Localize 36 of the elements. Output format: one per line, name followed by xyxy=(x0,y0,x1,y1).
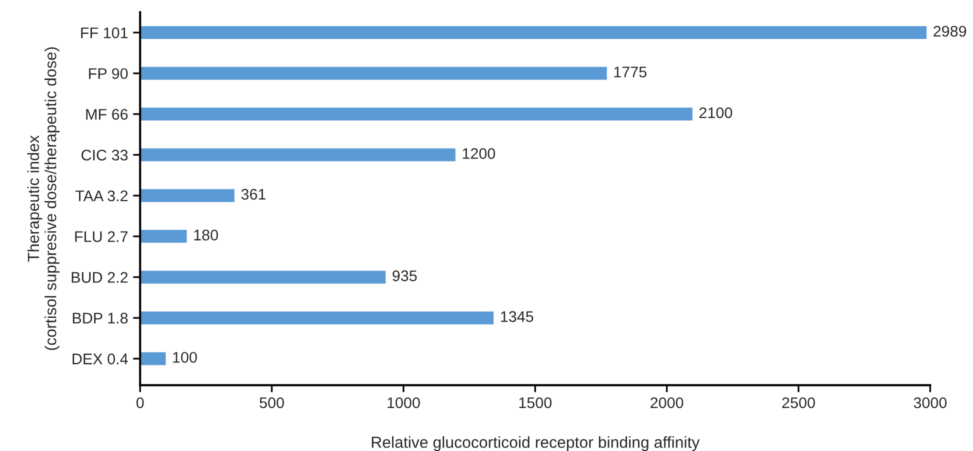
x-tick-label: 3000 xyxy=(914,397,947,408)
y-tick-label: FF 101 xyxy=(81,27,128,38)
x-tick-label: 1000 xyxy=(388,397,420,408)
y-tick-label: BUD 2.2 xyxy=(72,272,128,283)
x-tick-label: 1500 xyxy=(519,397,552,408)
bar xyxy=(140,310,496,326)
bar xyxy=(140,65,608,82)
bar xyxy=(140,147,457,163)
bar xyxy=(140,269,388,285)
data-label: 2989 xyxy=(934,26,966,37)
data-label: 2100 xyxy=(699,107,732,118)
data-label: 361 xyxy=(241,188,266,200)
bar xyxy=(140,106,694,122)
data-label: 1345 xyxy=(501,311,534,322)
y-tick-label: BDP 1.8 xyxy=(72,312,128,324)
data-label: 1200 xyxy=(462,148,496,159)
x-tick-label: 2000 xyxy=(650,397,684,408)
y-tick-label: DEX 0.4 xyxy=(72,354,128,364)
x-axis-title: Relative glucocorticoid receptor binding affinity xyxy=(372,436,700,451)
y-axis-title: Therapeutic index (cortisol suppresive dose/therapeutic dose) xyxy=(27,47,60,350)
bar xyxy=(140,24,928,40)
data-label: 180 xyxy=(194,230,218,240)
y-tick-label: FLU 2.7 xyxy=(75,231,128,242)
data-label: 1775 xyxy=(614,66,646,78)
bar xyxy=(140,228,188,244)
y-tick-label: TAA 3.2 xyxy=(75,190,128,202)
data-label: 100 xyxy=(173,352,197,363)
y-tick-label: CIC 33 xyxy=(82,150,128,161)
bar xyxy=(140,350,168,366)
y-tick-label: FP 90 xyxy=(89,68,128,80)
x-tick-label: 500 xyxy=(260,397,284,408)
x-tick-label: 2500 xyxy=(782,397,815,408)
bar xyxy=(140,188,236,204)
y-tick-label: MF 66 xyxy=(86,108,128,120)
x-tick-label: 0 xyxy=(136,397,144,408)
data-label: 935 xyxy=(392,270,417,282)
